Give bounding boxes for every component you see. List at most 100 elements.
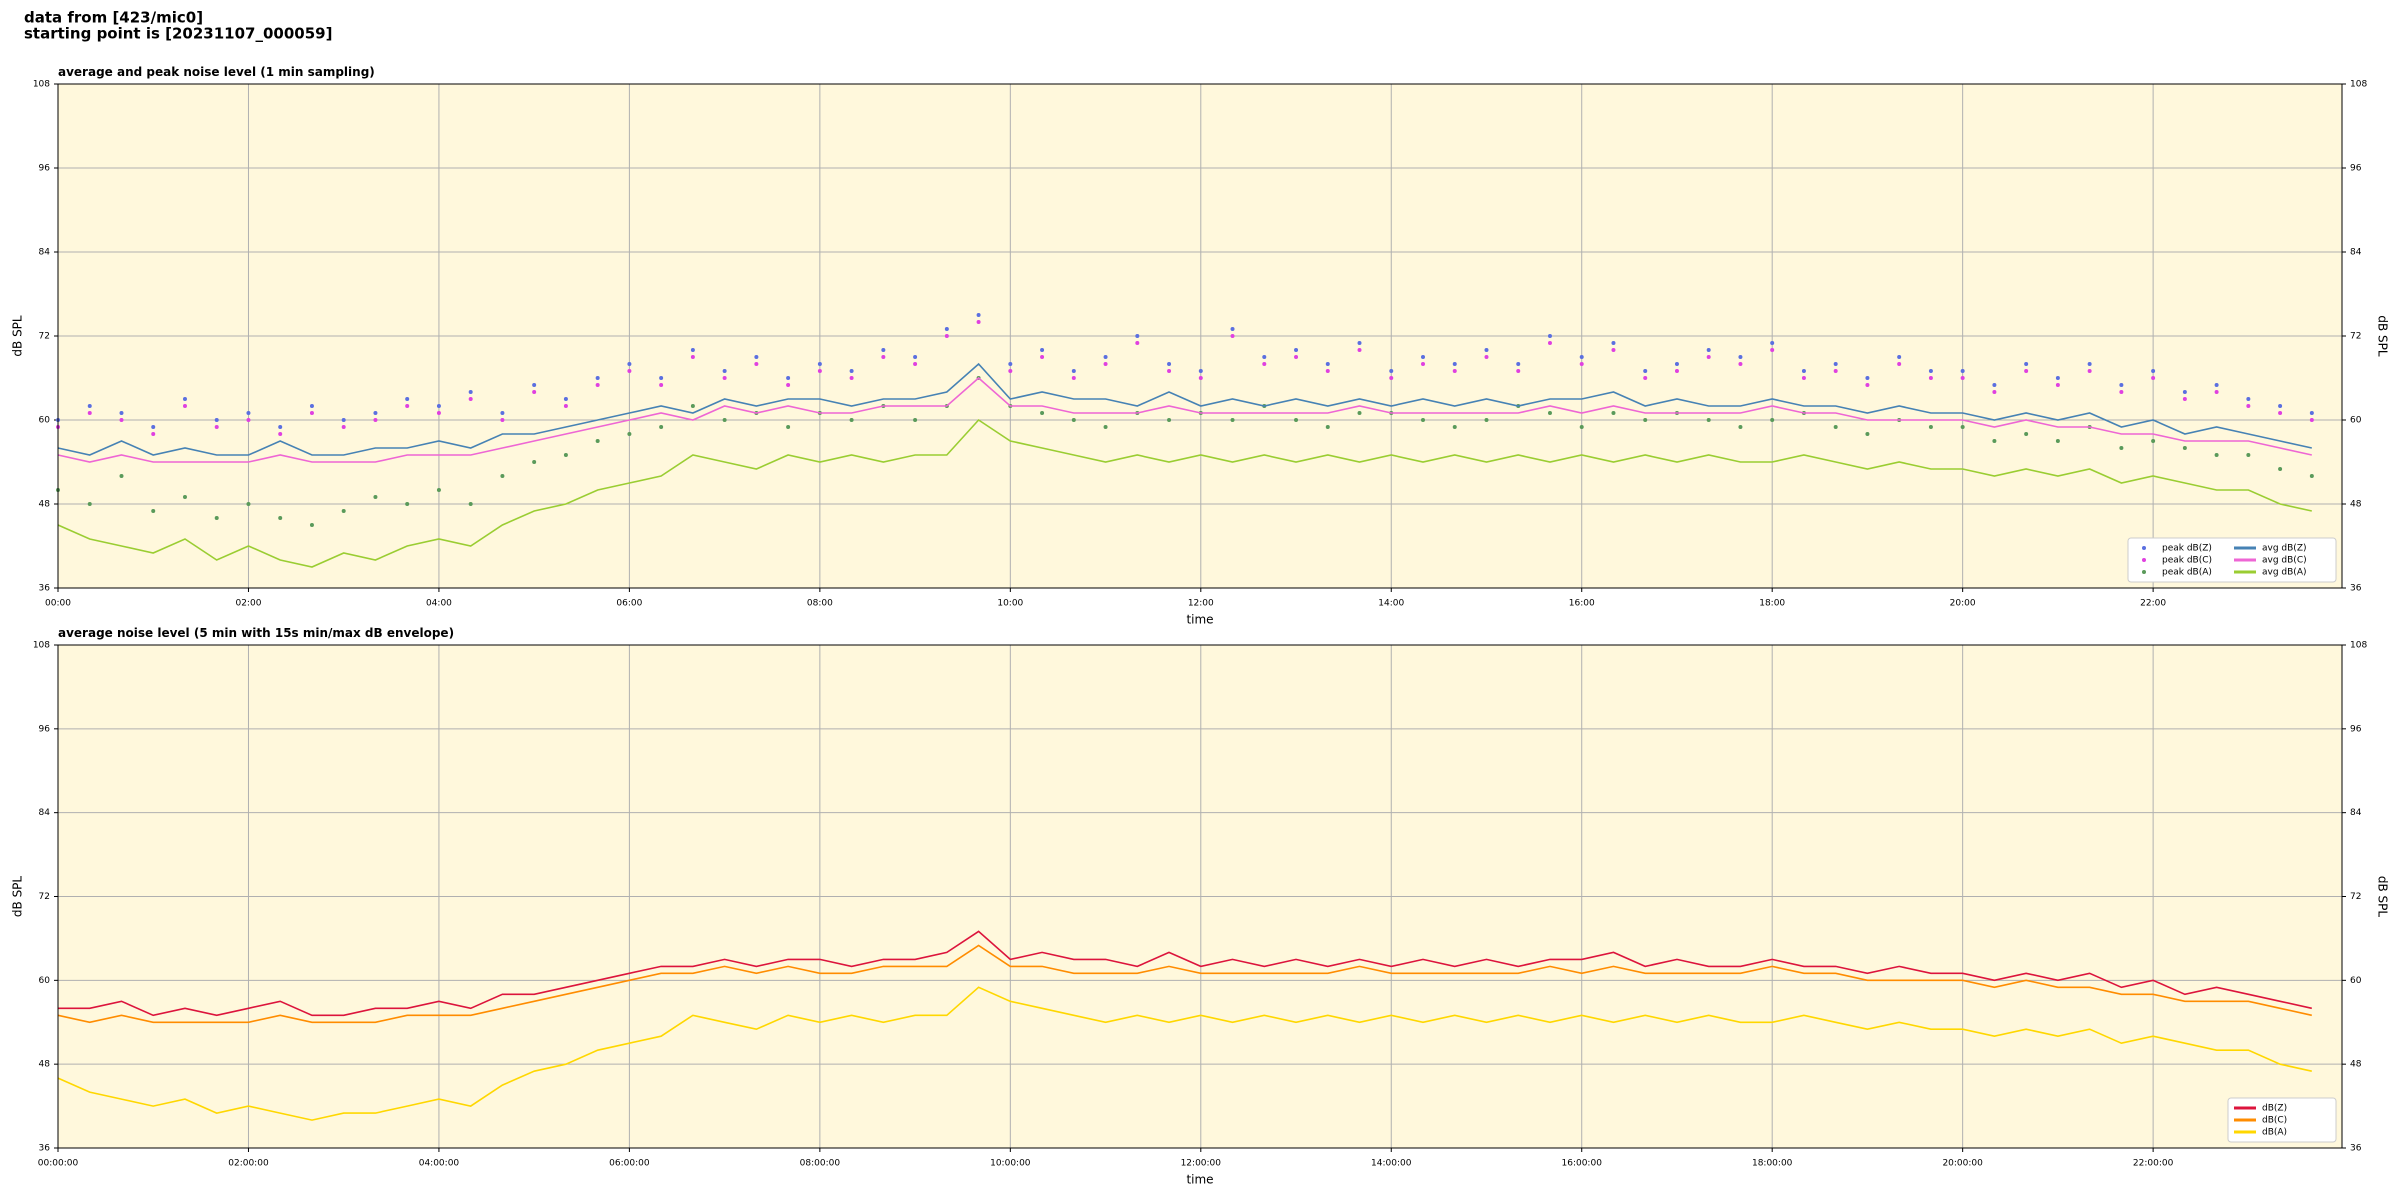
peak-point [690, 355, 695, 359]
peak-point [1770, 418, 1775, 422]
x-tick-label: 04:00:00 [419, 1159, 460, 1169]
peak-point [1103, 355, 1108, 359]
peak-point [849, 369, 854, 373]
peak-point [1167, 362, 1172, 366]
peak-point [1325, 362, 1330, 366]
y-tick-label: 60 [39, 416, 51, 426]
peak-point [1452, 425, 1457, 429]
peak-point [2024, 432, 2029, 436]
peak-point [1738, 355, 1743, 359]
legend-label: peak dB(A) [2162, 568, 2212, 578]
peak-point [278, 432, 283, 436]
peak-point [1897, 355, 1902, 359]
peak-point [1167, 369, 1172, 373]
x-tick-label: 06:00 [616, 599, 642, 609]
series-line [57, 376, 2312, 463]
x-tick-label: 12:00:00 [1181, 1159, 1222, 1169]
peak-point [1833, 369, 1838, 373]
peak-point [278, 516, 283, 520]
peak-point [2024, 369, 2029, 373]
chart-title: average and peak noise level (1 min samp… [58, 65, 375, 79]
x-tick-label: 10:00 [997, 599, 1023, 609]
y-axis-label: dB SPL [2376, 315, 2390, 357]
peak-point [754, 355, 759, 359]
x-tick-label: 04:00 [426, 599, 452, 609]
x-tick-label: 02:00:00 [228, 1159, 269, 1169]
peak-point [1230, 327, 1235, 331]
peak-point [1738, 362, 1743, 366]
peak-point [373, 495, 378, 499]
peak-point [1579, 355, 1584, 359]
peak-point [309, 523, 314, 527]
peak-point [1928, 369, 1933, 373]
peak-point [1547, 334, 1552, 338]
peak-point [817, 362, 822, 366]
y-tick-label: 36 [39, 584, 51, 594]
x-tick-label: 06:00:00 [609, 1159, 650, 1169]
y-tick-label: 36 [2350, 1144, 2362, 1154]
peak-point [1135, 334, 1140, 338]
peak-point [2309, 474, 2314, 478]
y-tick-label: 84 [2350, 808, 2362, 818]
x-axis-label: time [1186, 613, 1213, 627]
peak-point [246, 411, 251, 415]
legend-label: peak dB(Z) [2162, 544, 2212, 554]
peak-point [214, 418, 219, 422]
legend-label: avg dB(Z) [2262, 544, 2307, 554]
peak-point [1357, 411, 1362, 415]
peak-point [1547, 341, 1552, 345]
peak-point [1484, 418, 1489, 422]
peak-point [1706, 348, 1711, 352]
y-tick-label: 108 [2350, 80, 2367, 90]
peak-point [373, 411, 378, 415]
peak-point [1770, 348, 1775, 352]
peak-point [754, 362, 759, 366]
plot-frame [57, 83, 2343, 589]
peak-point [246, 502, 251, 506]
peak-point [1960, 369, 1965, 373]
y-tick-label: 72 [2350, 332, 2361, 342]
peak-point [1960, 425, 1965, 429]
peak-point [563, 453, 568, 457]
peak-point [1230, 334, 1235, 338]
x-tick-label: 20:00:00 [1942, 1159, 1983, 1169]
peak-point [1579, 425, 1584, 429]
peak-point [786, 425, 791, 429]
peak-point [1389, 376, 1394, 380]
peak-point [1928, 425, 1933, 429]
peak-point [1611, 348, 1616, 352]
peak-point [532, 460, 537, 464]
peak-point [532, 383, 537, 387]
peak-point [119, 474, 124, 478]
y-tick-label: 72 [39, 892, 50, 902]
peak-point [2182, 390, 2187, 394]
peak-point [1643, 418, 1648, 422]
y-tick-label: 60 [39, 976, 51, 986]
peak-point [436, 404, 441, 408]
peak-point [2151, 376, 2156, 380]
y-tick-label: 108 [33, 80, 50, 90]
peak-point [595, 383, 600, 387]
legend-label: peak dB(C) [2162, 556, 2212, 566]
peak-point [2055, 376, 2060, 380]
x-axis-label: time [1186, 1173, 1213, 1187]
peak-point [849, 418, 854, 422]
series-line [57, 986, 2312, 1121]
y-tick-label: 36 [39, 1144, 51, 1154]
peak-point [2087, 362, 2092, 366]
peak-point [1357, 348, 1362, 352]
peak-point [1325, 369, 1330, 373]
peak-point [468, 502, 473, 506]
legend-label: dB(A) [2262, 1128, 2287, 1138]
peak-point [1992, 383, 1997, 387]
peak-point [151, 509, 156, 513]
peak-point [1071, 418, 1076, 422]
peak-point [1294, 418, 1299, 422]
peak-point [881, 348, 886, 352]
peak-point [246, 418, 251, 422]
peak-point [1865, 432, 1870, 436]
peak-point [563, 397, 568, 401]
legend-label: dB(C) [2262, 1116, 2287, 1126]
peak-point [1198, 369, 1203, 373]
peak-point [500, 418, 505, 422]
